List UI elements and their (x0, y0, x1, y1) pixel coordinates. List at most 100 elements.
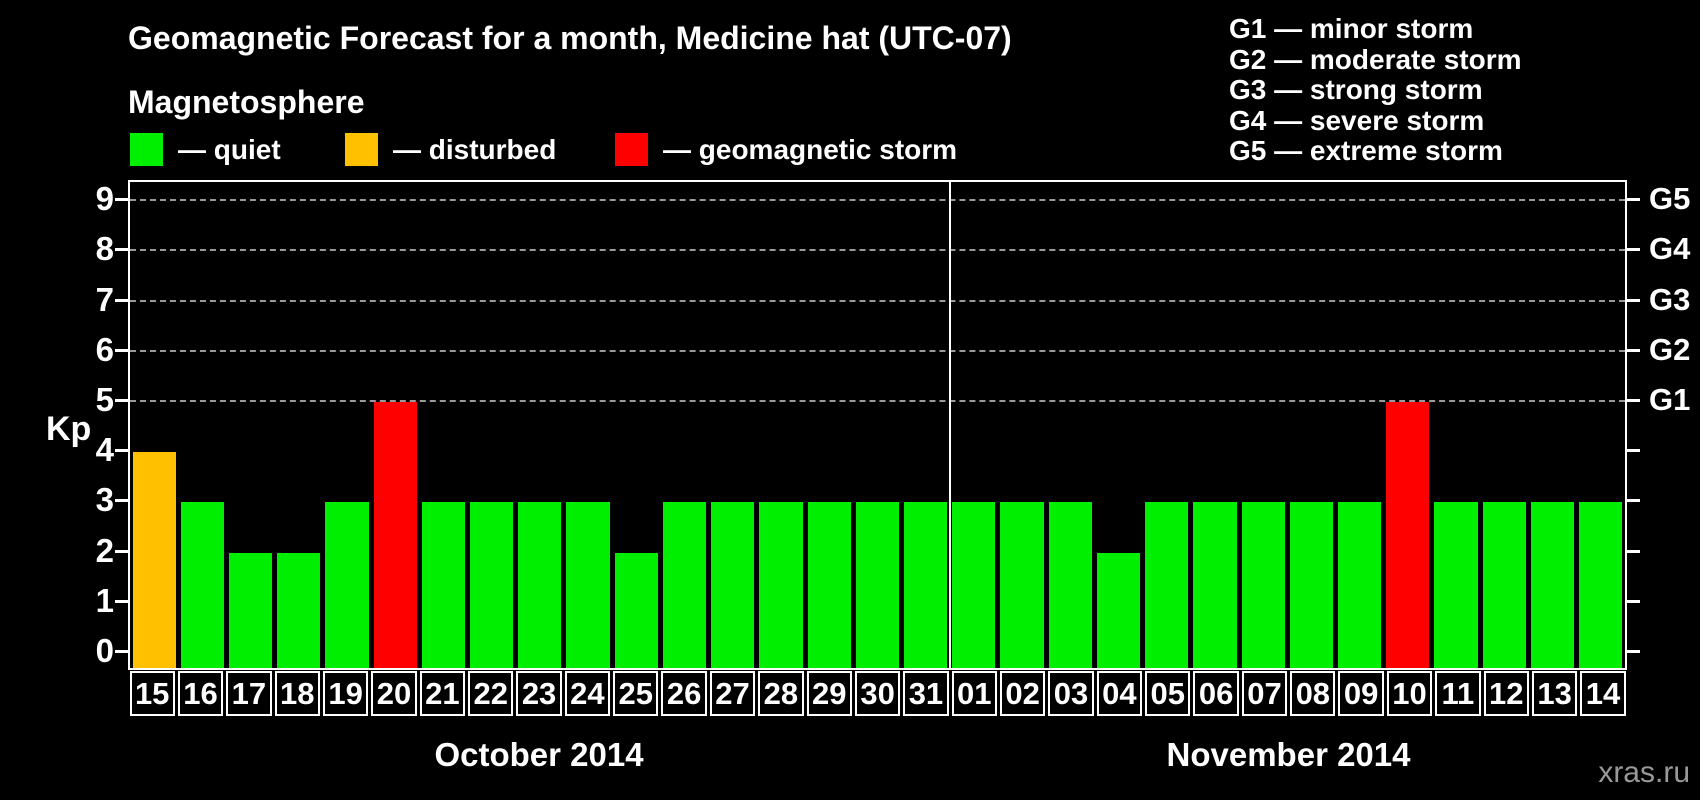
kp-bar-day-07 (1241, 502, 1285, 668)
y-tick-label-3: 3 (95, 481, 114, 519)
kp-bar-day-25 (614, 552, 658, 668)
gridline-kp5 (130, 400, 1625, 402)
day-label-05: 05 (1145, 671, 1191, 716)
gridline-kp6 (130, 349, 1625, 352)
bar-column-06 (1191, 182, 1239, 668)
g-axis-label-g3: G3 (1649, 281, 1691, 317)
legend-item-quiet: — quiet (130, 133, 281, 166)
y-tick-label-6: 6 (95, 330, 114, 368)
legend-label-storm: — geomagnetic storm (663, 133, 958, 165)
bar-column-24 (564, 182, 612, 668)
day-label-04: 04 (1096, 671, 1143, 716)
kp-bar-day-11 (1434, 502, 1478, 668)
day-label-21: 21 (419, 671, 466, 716)
bar-column-02 (998, 182, 1046, 668)
bar-column-22 (468, 182, 516, 668)
kp-bar-day-02 (1000, 502, 1044, 668)
g-scale-legend: G1 — minor storm G2 — moderate storm G3 … (1229, 13, 1522, 167)
day-label-09: 09 (1338, 671, 1384, 716)
day-label-31: 31 (903, 671, 949, 716)
day-label-27: 27 (709, 671, 756, 716)
right-tick-kp0 (1627, 650, 1640, 653)
kp-bar-day-31 (904, 502, 948, 668)
bar-column-29 (805, 182, 853, 668)
g-legend-item-g2: G2 — moderate storm (1229, 43, 1522, 75)
kp-bar-day-24 (566, 502, 610, 668)
day-label-07: 07 (1241, 671, 1288, 716)
left-tick-kp5 (115, 399, 128, 402)
y-tick-label-1: 1 (95, 581, 114, 619)
g-axis-label-g2: G2 (1649, 331, 1691, 367)
kp-bar-day-14 (1579, 502, 1623, 668)
g-legend-item-g5: G5 — extreme storm (1229, 135, 1503, 167)
y-tick-label-2: 2 (95, 531, 114, 569)
kp-bar-day-29 (807, 502, 851, 668)
day-label-23: 23 (516, 671, 562, 716)
kp-bar-day-15 (132, 452, 176, 668)
right-tick-kp4 (1627, 449, 1640, 453)
plot-area (128, 180, 1627, 670)
kp-bar-day-28 (759, 502, 803, 668)
kp-bar-day-13 (1530, 502, 1575, 668)
y-tick-label-4: 4 (95, 431, 114, 469)
left-tick-kp9 (115, 198, 128, 202)
day-label-20: 20 (371, 671, 417, 716)
kp-bar-day-22 (470, 502, 514, 668)
kp-bar-day-04 (1096, 552, 1141, 668)
day-label-06: 06 (1193, 671, 1239, 716)
day-axis: 15 16 17 18 19 20 21 22 23 24 25 26 27 28 29 30 31 01 02 03… (128, 671, 1627, 716)
bar-column-07 (1239, 182, 1287, 668)
bar-column-05 (1143, 182, 1191, 668)
left-tick-kp7 (115, 298, 128, 302)
day-label-16: 16 (177, 671, 224, 716)
bar-column-10 (1384, 182, 1432, 668)
g-axis-label-g1: G1 (1649, 382, 1691, 417)
day-label-12: 12 (1483, 671, 1529, 716)
kp-bar-day-26 (662, 502, 707, 668)
left-tick-kp6 (115, 348, 128, 352)
kp-bar-day-19 (325, 502, 369, 668)
y-tick-label-9: 9 (95, 180, 114, 218)
quiet-swatch-icon (130, 133, 163, 166)
day-label-03: 03 (1048, 671, 1094, 716)
day-label-26: 26 (661, 671, 707, 716)
bar-column-04 (1094, 182, 1142, 668)
y-tick-label-7: 7 (95, 280, 114, 318)
bar-column-25 (612, 182, 660, 668)
left-tick-kp0 (115, 650, 128, 653)
bar-column-17 (226, 182, 274, 668)
kp-bar-day-01 (952, 502, 996, 668)
left-tick-kp3 (115, 499, 128, 503)
kp-bar-day-03 (1048, 502, 1092, 668)
storm-swatch-icon (615, 133, 648, 166)
kp-bar-day-09 (1337, 502, 1382, 668)
g-legend-item-g3: G3 — strong storm (1229, 74, 1483, 106)
left-tick-kp4 (115, 449, 128, 453)
day-label-22: 22 (468, 671, 514, 716)
day-label-17: 17 (226, 671, 272, 716)
g-axis-label-g4: G4 (1649, 231, 1691, 267)
kp-bar-day-05 (1145, 502, 1189, 668)
bar-column-18 (275, 182, 323, 668)
y-tick-label-8: 8 (95, 230, 114, 268)
day-label-30: 30 (854, 671, 901, 716)
g-axis-label-g5: G5 (1649, 181, 1691, 217)
day-label-11: 11 (1435, 671, 1481, 716)
right-tick-kp9 (1627, 198, 1640, 202)
bar-column-16 (178, 182, 226, 668)
kp-bar-day-08 (1289, 502, 1333, 668)
legend-item-storm: — geomagnetic storm (615, 133, 957, 166)
watermark: xras.ru (1598, 756, 1690, 789)
bar-column-12 (1480, 182, 1528, 668)
day-label-18: 18 (274, 671, 320, 716)
kp-bar-day-30 (855, 502, 899, 668)
day-label-19: 19 (322, 671, 369, 716)
day-label-15: 15 (129, 671, 175, 716)
kp-bar-day-18 (277, 552, 321, 668)
bar-column-31 (902, 182, 950, 668)
bar-column-11 (1432, 182, 1480, 668)
gridline-kp7 (130, 299, 1625, 302)
g-legend-item-g1: G1 — minor storm (1229, 13, 1474, 44)
kp-bar-day-17 (228, 552, 273, 668)
day-label-24: 24 (564, 671, 611, 716)
